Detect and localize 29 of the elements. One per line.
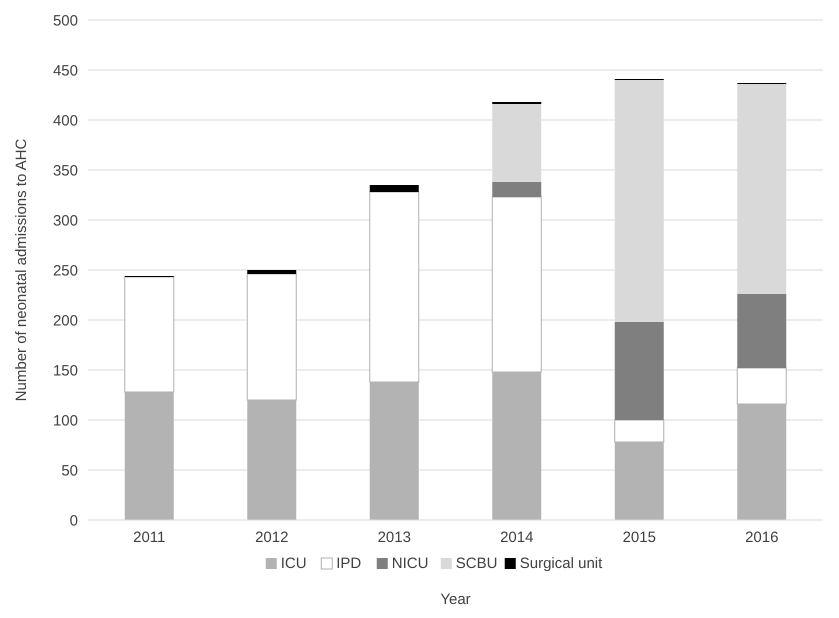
y-tick-label: 350	[52, 162, 78, 180]
y-tick-label: 250	[52, 262, 78, 280]
x-tick-label: 2012	[255, 529, 288, 546]
legend-label: SCBU	[456, 555, 498, 572]
x-tick-label: 2011	[133, 529, 166, 546]
y-tick-label: 450	[52, 62, 78, 80]
x-tick-label: 2016	[745, 529, 778, 546]
x-axis-title: Year	[440, 591, 471, 608]
y-tick-label: 50	[61, 462, 78, 480]
y-tick-label: 400	[52, 112, 78, 130]
x-tick-label: 2013	[378, 529, 411, 546]
y-tick-label: 500	[52, 12, 78, 30]
x-tick-label: 2015	[622, 529, 656, 546]
legend-label: ICU	[280, 555, 307, 572]
bar	[614, 322, 664, 420]
y-tick-label: 300	[52, 212, 78, 230]
bar	[370, 185, 419, 192]
bar	[737, 294, 786, 368]
legend-label: Surgical unit	[520, 555, 604, 572]
y-tick-label: 150	[52, 362, 78, 380]
legend-label: NICU	[392, 555, 428, 572]
bar	[492, 182, 542, 197]
y-axis-title: Number of neonatal admissions to AHC	[13, 138, 30, 402]
bar	[247, 270, 296, 274]
legend-label: IPD	[336, 555, 362, 572]
x-tick-label: 2014	[500, 529, 534, 546]
y-tick-label: 100	[52, 412, 78, 430]
y-tick-label: 200	[52, 312, 78, 330]
y-tick-label: 0	[70, 512, 78, 530]
